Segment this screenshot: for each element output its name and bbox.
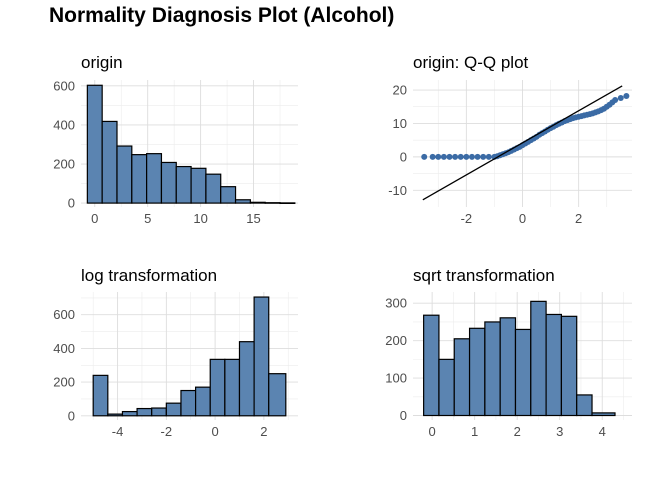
histogram-bar [224, 358, 241, 417]
x-tick-label: 3 [556, 424, 563, 439]
histogram-bar [209, 358, 226, 417]
x-tick-label: 0 [519, 211, 526, 226]
y-tick-label: 200 [53, 375, 75, 390]
y-tick-label: 0 [400, 408, 407, 423]
histogram-bar [576, 394, 593, 417]
qq-point [463, 153, 470, 160]
panel-origin-histogram: origin 0 5 10 15 0 200 400 600 [53, 53, 298, 226]
panel-sqrt-transformation-histogram: sqrt transformation 0 1 2 3 4 0 100 200 300 [385, 266, 632, 439]
histogram-bar [591, 412, 616, 417]
x-tick-label: 1 [471, 424, 478, 439]
x-tick-label: -2 [461, 211, 473, 226]
y-tick-label: 20 [393, 83, 407, 98]
histogram-bar [514, 328, 532, 417]
y-tick-label: 0 [68, 408, 75, 423]
panel-origin-qq-plot: origin: Q-Q plot -2 0 2 -10 0 10 20 [388, 53, 632, 226]
histogram-bar [194, 386, 211, 417]
histogram-bar [136, 407, 153, 417]
qq-point [474, 153, 481, 160]
histogram-bar [107, 413, 124, 417]
qq-point [468, 153, 475, 160]
panel-title: origin [81, 53, 123, 72]
histogram-bar [180, 389, 197, 417]
y-tick-label: 200 [385, 333, 407, 348]
x-tick-label: 0 [211, 424, 218, 439]
histogram-bar [116, 145, 133, 204]
histogram-bar [190, 167, 207, 204]
y-tick-label: 400 [53, 341, 75, 356]
y-tick-label: 200 [53, 157, 75, 172]
x-tick-label: 5 [144, 211, 151, 226]
histogram-bar [484, 321, 501, 417]
x-tick-label: 15 [246, 211, 260, 226]
qq-point [421, 153, 428, 160]
histogram-bar [131, 154, 148, 204]
histogram-bar [92, 374, 109, 417]
y-tick-label: 600 [53, 78, 75, 93]
histogram-bar [545, 313, 563, 417]
histogram-bar [160, 161, 177, 204]
histogram-bar [560, 315, 578, 417]
x-tick-label: 2 [514, 424, 521, 439]
y-tick-label: 400 [53, 117, 75, 132]
histogram-bar [101, 120, 118, 204]
histogram-bar [264, 202, 281, 204]
histogram-bar [253, 296, 270, 417]
histogram-bar [121, 410, 138, 417]
histogram-bar [423, 314, 440, 417]
x-tick-label: 10 [193, 211, 207, 226]
histogram-bar [86, 84, 103, 204]
y-tick-label: 0 [68, 196, 75, 211]
histogram-bar [438, 358, 455, 417]
qq-point [440, 153, 447, 160]
histogram-bar [530, 300, 547, 417]
qq-point [435, 153, 442, 160]
histogram-bar [468, 327, 486, 417]
x-tick-label: 0 [91, 211, 98, 226]
y-tick-label: 10 [393, 116, 407, 131]
histogram-bar [146, 153, 163, 204]
y-tick-label: 0 [400, 149, 407, 164]
y-tick-label: -10 [388, 183, 407, 198]
panel-log-transformation-histogram: log transformation -4 -2 0 2 0 200 400 600 [53, 266, 298, 439]
x-tick-label: 2 [260, 424, 267, 439]
x-tick-label: 4 [599, 424, 606, 439]
qq-point [452, 153, 459, 160]
qq-point [457, 153, 464, 160]
qq-point [623, 93, 630, 100]
qq-point [446, 153, 453, 160]
histogram-bar [175, 165, 192, 204]
qq-point [612, 97, 619, 104]
panel-title: origin: Q-Q plot [413, 53, 529, 72]
y-tick-label: 600 [53, 307, 75, 322]
qq-reference-line [422, 85, 623, 201]
x-tick-label: -4 [112, 424, 124, 439]
x-tick-label: 2 [575, 211, 582, 226]
qq-point [429, 153, 436, 160]
histogram-bar [205, 173, 222, 204]
panel-title: sqrt transformation [413, 266, 555, 285]
qq-point [617, 95, 624, 102]
histogram-bar [165, 402, 182, 417]
x-tick-label: 0 [429, 424, 436, 439]
qq-point [485, 153, 492, 160]
histogram-bar [151, 407, 167, 417]
histogram-bar [249, 201, 266, 204]
qq-point [480, 153, 487, 160]
histogram-bar [279, 202, 296, 204]
y-tick-label: 100 [385, 371, 407, 386]
histogram-bar [453, 338, 471, 417]
histogram-bar [220, 186, 237, 204]
main-title: Normality Diagnosis Plot (Alcohol) [49, 4, 394, 27]
histogram-bar [238, 341, 255, 417]
histogram-bar [499, 317, 517, 417]
panel-title: log transformation [81, 266, 217, 285]
x-tick-label: -2 [161, 424, 173, 439]
y-tick-label: 300 [385, 296, 407, 311]
histogram-bar [234, 199, 251, 204]
histogram-bar [268, 373, 287, 417]
